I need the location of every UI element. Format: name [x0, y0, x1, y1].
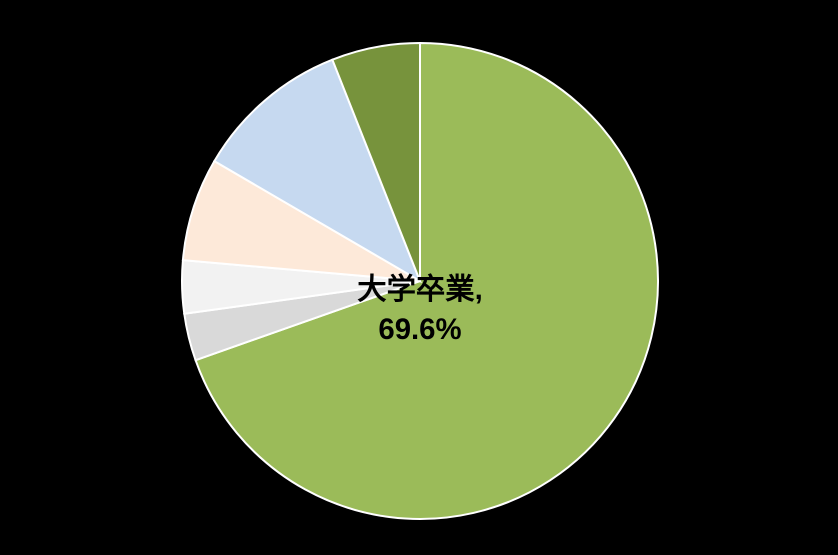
slice-label-main: 大学卒業, 69.6%	[340, 270, 500, 349]
pie-chart-container: 大学卒業, 69.6%	[0, 0, 838, 555]
slice-label-text: 大学卒業,	[357, 273, 482, 306]
slice-label-value: 69.6%	[378, 313, 461, 346]
